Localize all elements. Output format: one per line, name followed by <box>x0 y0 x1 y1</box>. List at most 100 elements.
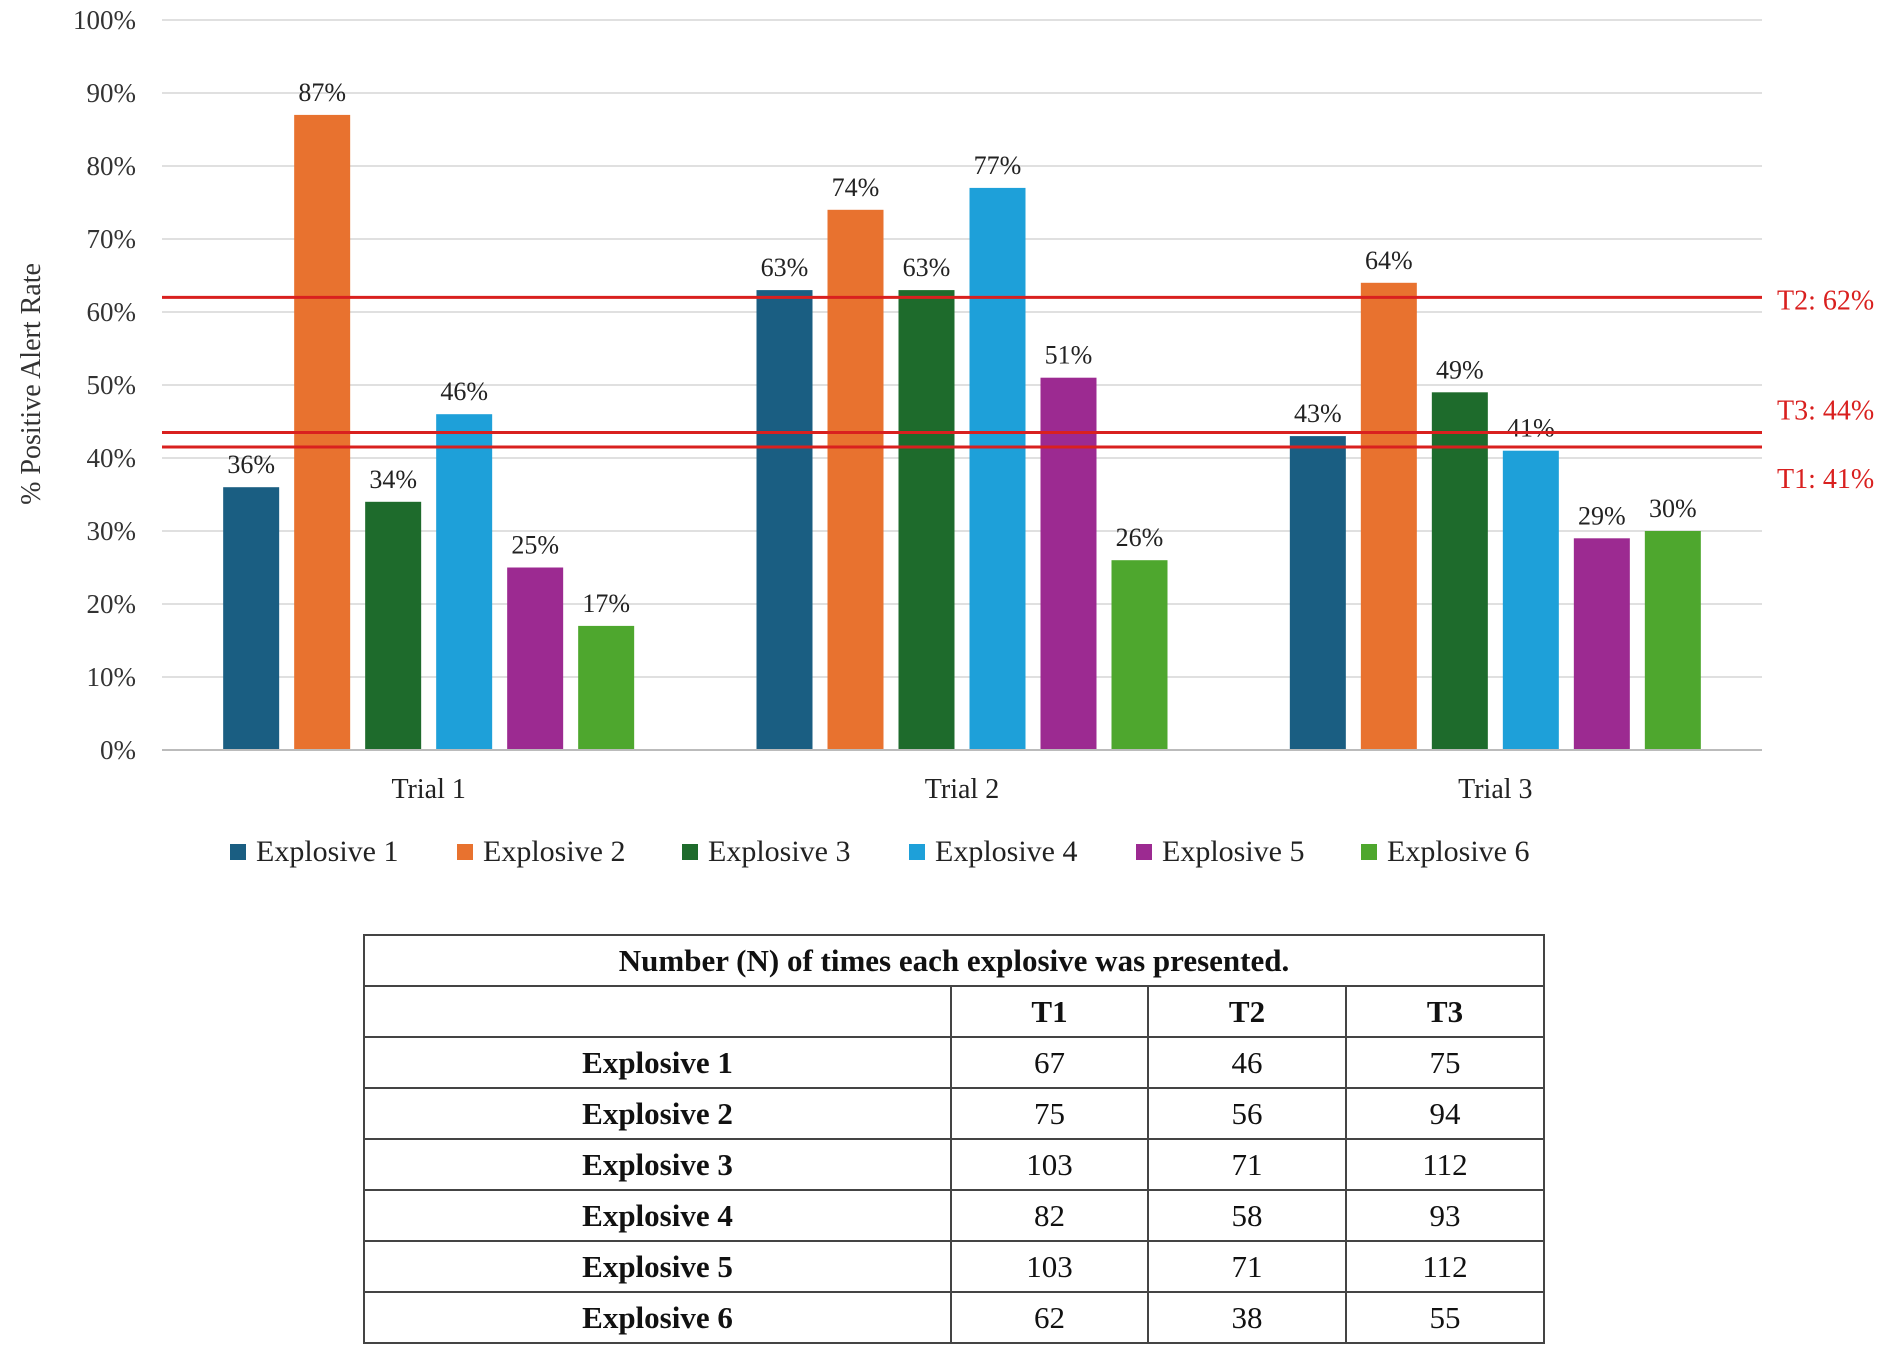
table-cell: 58 <box>1147 1189 1347 1242</box>
table-cell: 55 <box>1345 1291 1545 1344</box>
table-cell: 93 <box>1345 1189 1545 1242</box>
bar <box>827 209 884 751</box>
table-caption-row: Number (N) of times each explosive was p… <box>363 934 1545 987</box>
bars <box>223 114 1701 751</box>
bar <box>1431 392 1488 750</box>
table-cell: 71 <box>1147 1138 1347 1191</box>
legend-label: Explosive 4 <box>935 835 1078 868</box>
bar-value-label: 87% <box>298 78 346 107</box>
bar <box>1644 531 1701 750</box>
y-tick-label: 60% <box>87 297 137 327</box>
table-caption: Number (N) of times each explosive was p… <box>363 934 1545 987</box>
y-axis: 0% 10% 20% 30% 40% 50% 60% 70% 80% 90% 100% <box>73 5 136 765</box>
table-header-cell: T1 <box>950 985 1149 1038</box>
y-tick-label: 70% <box>87 224 137 254</box>
table-row: Explosive 5 103 71 112 <box>363 1240 1545 1293</box>
y-tick-label: 30% <box>87 516 137 546</box>
table-cell: 103 <box>950 1138 1149 1191</box>
bar-value-label: 26% <box>1116 523 1164 552</box>
legend: Explosive 1 Explosive 2 Explosive 3 Explosi… <box>0 827 1902 877</box>
gridlines <box>162 19 1762 751</box>
table-cell: 103 <box>950 1240 1149 1293</box>
table-cell: 75 <box>1345 1036 1545 1089</box>
table-cell: 112 <box>1345 1240 1545 1293</box>
bar <box>223 487 280 750</box>
table-row: Explosive 6 62 38 55 <box>363 1291 1545 1344</box>
bar <box>1040 377 1097 750</box>
bar <box>898 290 955 750</box>
table-cell: 75 <box>950 1087 1149 1140</box>
bar-value-label: 29% <box>1578 501 1626 530</box>
bar-value-label: 74% <box>832 173 880 202</box>
y-tick-label: 90% <box>87 78 137 108</box>
x-category-label: Trial 3 <box>1458 774 1532 805</box>
bar-value-label: 49% <box>1436 355 1484 384</box>
legend-swatch <box>909 844 925 860</box>
bar-value-label: 64% <box>1365 246 1413 275</box>
legend-label: Explosive 2 <box>483 835 626 868</box>
y-tick-label: 50% <box>87 370 137 400</box>
table-cell: 94 <box>1345 1087 1545 1140</box>
bar <box>756 290 813 750</box>
bar <box>969 187 1026 750</box>
bar-labels: 36% 87% 34% 46% 25% 17% 63% 74% 63% 77% 51% 26% 43% 6… <box>227 78 1696 618</box>
bar-value-label: 34% <box>369 465 417 494</box>
legend-item: Explosive 4 <box>909 827 1078 877</box>
legend-label: Explosive 5 <box>1162 835 1305 868</box>
table-row-label: Explosive 4 <box>363 1189 952 1242</box>
legend-item: Explosive 2 <box>457 827 626 877</box>
y-tick-label: 10% <box>87 662 137 692</box>
reference-line-label: T1: 41% <box>1777 464 1874 495</box>
table-cell: 67 <box>950 1036 1149 1089</box>
y-tick-label: 80% <box>87 151 137 181</box>
legend-swatch <box>1361 844 1377 860</box>
bar-value-label: 41% <box>1507 414 1555 443</box>
bar-value-label: 46% <box>440 377 488 406</box>
table-row: Explosive 1 67 46 75 <box>363 1036 1545 1089</box>
bar <box>1573 538 1630 750</box>
bar-value-label: 51% <box>1045 341 1093 370</box>
y-tick-label: 100% <box>73 5 136 35</box>
table-row-label: Explosive 5 <box>363 1240 952 1293</box>
bar <box>436 414 493 750</box>
bar-value-label: 36% <box>227 450 275 479</box>
table-header-cell: T2 <box>1147 985 1347 1038</box>
y-axis-label: % Positive Alert Rate <box>16 263 47 505</box>
table-cell: 82 <box>950 1189 1149 1242</box>
bar-chart: 0% 10% 20% 30% 40% 50% 60% 70% 80% 90% 100% 36% 87%… <box>16 5 1874 805</box>
legend-label: Explosive 1 <box>256 835 399 868</box>
table-cell: 62 <box>950 1291 1149 1344</box>
table-header-cell: T3 <box>1345 985 1545 1038</box>
table-row-label: Explosive 1 <box>363 1036 952 1089</box>
bar-value-label: 25% <box>511 531 559 560</box>
table-row: Explosive 3 103 71 112 <box>363 1138 1545 1191</box>
table-cell: 71 <box>1147 1240 1347 1293</box>
bar <box>1360 282 1417 750</box>
table-row: Explosive 4 82 58 93 <box>363 1189 1545 1242</box>
table-header-cell <box>363 985 952 1038</box>
bar <box>365 501 422 750</box>
bar <box>1111 560 1168 750</box>
reference-line-label: T2: 62% <box>1777 285 1874 316</box>
y-tick-label: 20% <box>87 589 137 619</box>
legend-item: Explosive 3 <box>682 827 851 877</box>
table-row-label: Explosive 2 <box>363 1087 952 1140</box>
bar <box>578 625 635 750</box>
x-axis: Trial 1 Trial 2 Trial 3 <box>162 749 1762 805</box>
bar <box>507 567 564 750</box>
y-tick-label: 40% <box>87 443 137 473</box>
bar <box>1289 436 1346 750</box>
legend-item: Explosive 6 <box>1361 827 1530 877</box>
reference-line-label: T3: 44% <box>1777 395 1874 426</box>
legend-label: Explosive 3 <box>708 835 851 868</box>
legend-item: Explosive 5 <box>1136 827 1305 877</box>
bar <box>1502 450 1559 750</box>
table-row-label: Explosive 3 <box>363 1138 952 1191</box>
table-cell: 112 <box>1345 1138 1545 1191</box>
y-tick-label: 0% <box>100 735 136 765</box>
table-cell: 38 <box>1147 1291 1347 1344</box>
legend-swatch <box>1136 844 1152 860</box>
table-row: Explosive 2 75 56 94 <box>363 1087 1545 1140</box>
bar-value-label: 63% <box>761 253 809 282</box>
bar-value-label: 17% <box>582 589 630 618</box>
